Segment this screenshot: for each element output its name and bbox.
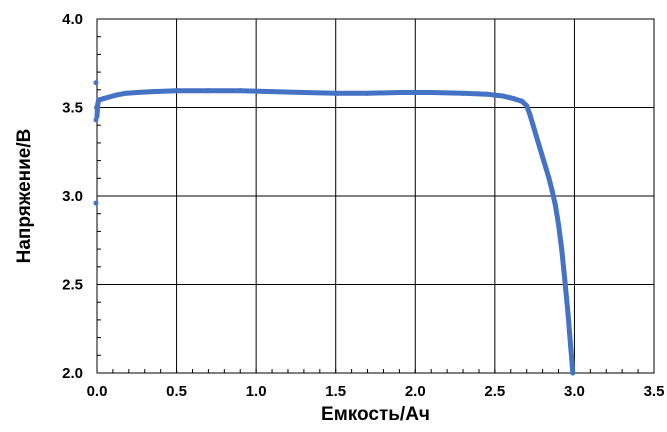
series-layer (93, 80, 576, 376)
x-tick-label: 0.0 (87, 383, 108, 400)
data-point (269, 89, 275, 95)
data-point (536, 143, 542, 149)
data-point (567, 342, 573, 348)
data-point (150, 89, 156, 95)
data-point (562, 278, 568, 284)
data-point (484, 91, 490, 97)
data-point (396, 89, 402, 95)
x-tick-label: 3.0 (564, 383, 585, 400)
y-tick-label: 2.0 (62, 365, 83, 382)
data-point (524, 103, 530, 109)
data-point (569, 359, 575, 365)
data-point (527, 112, 533, 118)
data-point (519, 98, 525, 104)
x-tick-label: 1.0 (246, 383, 267, 400)
data-point (565, 312, 571, 318)
y-axis-ticks: 2.0 2.5 3.0 3.5 4.0 (62, 11, 101, 382)
data-point (134, 89, 140, 95)
y-tick-label: 4.0 (62, 11, 83, 28)
data-point (93, 200, 99, 206)
data-point (546, 175, 552, 181)
x-tick-label: 2.0 (405, 383, 426, 400)
data-point (500, 93, 506, 99)
x-axis-title: Емкость/Ач (321, 404, 430, 425)
x-tick-label: 3.5 (644, 383, 665, 400)
data-point (301, 89, 307, 95)
x-tick-label: 1.5 (325, 383, 346, 400)
x-tick-label: 0.5 (166, 383, 187, 400)
x-axis-ticks: 0.0 0.5 1.0 1.5 2.0 2.5 3.0 3.5 (87, 369, 665, 400)
data-point (511, 96, 517, 102)
data-point (107, 94, 113, 100)
y-tick-label: 3.5 (62, 100, 83, 117)
data-point (549, 188, 555, 194)
data-point (540, 154, 546, 160)
y-tick-label: 3.0 (62, 188, 83, 205)
data-point (570, 370, 576, 376)
data-point (559, 246, 565, 252)
data-point (93, 117, 99, 123)
data-point (530, 122, 536, 128)
data-point (100, 96, 106, 102)
discharge-curve (94, 88, 576, 376)
data-point (333, 90, 339, 96)
data-point (533, 133, 539, 139)
data-point (93, 80, 99, 86)
y-axis-title: Напряжение/В (14, 129, 35, 264)
data-point (552, 202, 558, 208)
data-point (543, 165, 549, 171)
data-point (93, 105, 99, 110)
data-point (460, 90, 466, 96)
data-point (365, 90, 371, 96)
data-point (123, 90, 129, 96)
data-point (556, 221, 562, 227)
x-tick-label: 2.5 (484, 383, 505, 400)
data-point (113, 92, 119, 98)
data-point (428, 89, 434, 95)
data-point (237, 88, 243, 94)
data-point (174, 88, 180, 94)
data-point (205, 88, 211, 94)
y-tick-label: 2.5 (62, 277, 83, 294)
